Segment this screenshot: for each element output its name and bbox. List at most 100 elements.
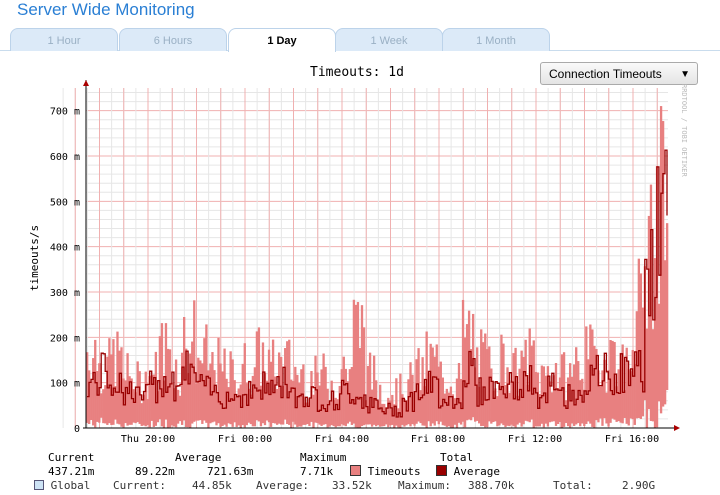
timeouts-bar <box>585 326 588 424</box>
timeouts-bar <box>334 397 337 428</box>
timeouts-bar <box>243 343 246 428</box>
timeouts-bar <box>336 399 339 427</box>
timeouts-bar <box>322 353 325 425</box>
timeouts-bar <box>500 334 503 424</box>
timeouts-bar <box>354 304 358 428</box>
timeouts-bar <box>362 327 366 426</box>
timeouts-bar <box>433 356 436 426</box>
timeouts-bar <box>540 365 544 424</box>
timeouts-bar <box>249 394 253 425</box>
tab-1-month[interactable]: 1 Month <box>442 28 550 51</box>
y-tick-label: 0 <box>74 424 80 435</box>
timeouts-bar <box>558 377 562 423</box>
timeouts-bar <box>273 376 277 424</box>
page-title: Server Wide Monitoring <box>17 0 195 19</box>
timeouts-bar <box>132 389 135 423</box>
tab-6-hours[interactable]: 6 Hours <box>119 28 227 51</box>
legend-swatch-average <box>436 465 447 476</box>
timeouts-bar <box>504 385 507 428</box>
timeouts-bar <box>152 374 156 427</box>
timeouts-bar <box>465 324 469 421</box>
legend-average-value: 89.22m <box>135 465 175 478</box>
timeouts-bar <box>104 385 107 424</box>
x-tick-label: Fri 08:00 <box>411 434 465 445</box>
timeouts-bar <box>106 356 109 425</box>
metric-select-value: Connection Timeouts <box>549 67 662 81</box>
timeouts-bar <box>193 300 196 422</box>
timeouts-bar <box>227 387 230 424</box>
timeouts-bar <box>150 375 153 421</box>
timeouts-bar <box>381 403 384 427</box>
timeouts-bar <box>116 331 119 424</box>
timeouts-bar <box>86 352 89 423</box>
timeouts-bar <box>385 407 388 425</box>
timeouts-bar <box>560 354 564 428</box>
timeouts-bar <box>421 357 424 426</box>
timeouts-bar <box>191 341 194 424</box>
timeouts-bar <box>251 375 255 427</box>
legend-header-average: Average <box>175 451 222 464</box>
timeouts-bar <box>128 376 131 425</box>
timeouts-bar <box>366 365 370 425</box>
timeouts-bar <box>308 398 311 427</box>
global-checkbox[interactable] <box>34 480 44 490</box>
timeouts-bar <box>156 391 160 423</box>
timeouts-bar <box>403 398 406 427</box>
timeouts-bar <box>370 389 374 427</box>
timeouts-bar <box>374 380 378 427</box>
timeouts-bar <box>453 398 457 425</box>
timeouts-bar <box>140 403 143 426</box>
timeouts-bar <box>379 384 382 427</box>
timeouts-bar <box>221 371 224 427</box>
legend-header-maximum: Maximum <box>300 451 347 464</box>
timeouts-bar <box>136 361 139 423</box>
timeouts-bar <box>554 363 558 426</box>
timeouts-bar <box>263 372 267 426</box>
timeouts-bar <box>625 347 628 424</box>
timeouts-bar <box>439 361 442 422</box>
legend-swatch-timeouts <box>350 465 361 476</box>
timeouts-bar <box>552 375 556 422</box>
timeouts-bar <box>579 380 582 427</box>
timeouts-bar <box>538 394 541 427</box>
average-line <box>87 149 668 418</box>
timeouts-bar <box>158 336 162 420</box>
tab-1-hour[interactable]: 1 Hour <box>10 28 118 51</box>
timeouts-bar <box>288 339 291 425</box>
timeouts-bar <box>148 376 151 428</box>
timeouts-bar <box>623 390 626 418</box>
timeouts-chart: Timeouts: 1d timeouts/s RRDTOOL / TOBI O… <box>28 65 688 445</box>
y-tick-label: 600 m <box>50 152 80 163</box>
timeouts-bar <box>651 329 655 422</box>
timeouts-bar <box>358 348 362 428</box>
timeouts-bar <box>164 323 168 420</box>
timeouts-bar <box>237 388 240 426</box>
timeouts-bar <box>340 369 343 425</box>
global-label: Global <box>50 479 91 492</box>
timeouts-bar <box>633 364 636 425</box>
global-average: 33.52k <box>332 479 372 492</box>
timeouts-bar <box>219 363 222 427</box>
metric-select[interactable]: Connection Timeouts ▼ <box>540 62 698 85</box>
timeouts-bar <box>144 371 147 427</box>
timeouts-bar <box>641 307 645 417</box>
y-tick-label: 200 m <box>50 333 80 344</box>
tab-1-day[interactable]: 1 Day <box>228 28 336 52</box>
timeouts-bar <box>492 390 495 423</box>
timeouts-bar <box>253 367 257 427</box>
timeouts-bar <box>661 121 665 407</box>
timeouts-bar <box>318 385 321 425</box>
timeouts-bar <box>201 363 204 424</box>
global-current-label: Current: <box>113 479 166 492</box>
timeouts-bar <box>445 388 449 427</box>
timeouts-bar <box>100 393 103 418</box>
timeouts-bar <box>486 349 489 427</box>
timeouts-bar <box>510 380 513 425</box>
timeouts-bar <box>213 370 216 422</box>
timeouts-bar <box>435 344 438 422</box>
timeouts-bar <box>597 370 600 423</box>
timeouts-bar <box>490 368 493 424</box>
timeouts-bar <box>601 370 604 426</box>
tab-1-week[interactable]: 1 Week <box>335 28 443 51</box>
timeouts-bar <box>112 339 115 425</box>
